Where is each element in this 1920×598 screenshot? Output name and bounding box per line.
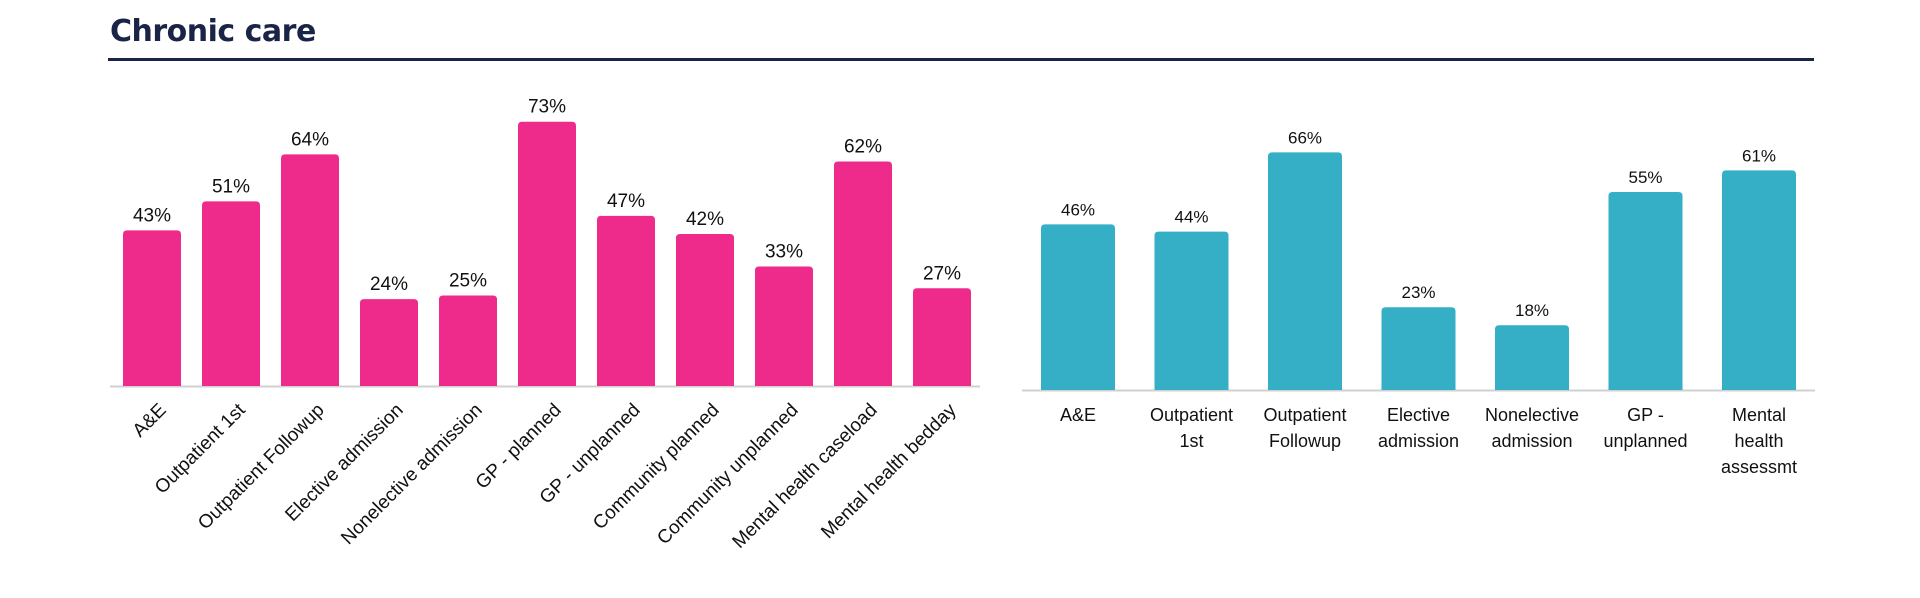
page-title: Chronic care <box>110 14 316 49</box>
left-data-label-elective-admission: 24% <box>370 274 408 295</box>
right-tick-label-outpatient-1st: Outpatient 1st <box>1150 405 1233 451</box>
right-data-label-elective-admission: 23% <box>1401 283 1435 302</box>
left-bar-mental-health-caseload <box>834 161 892 386</box>
left-bar-mental-health-bedday <box>913 288 971 386</box>
left-bar-nonelective-admission <box>439 295 497 386</box>
right-data-label-outpatient-1st: 44% <box>1174 208 1208 227</box>
left-bar-community-planned <box>676 233 734 386</box>
title-divider <box>108 58 1814 61</box>
left-bar-community-unplanned <box>755 266 813 386</box>
left-tick-label-community-unplanned: Community unplanned <box>653 400 802 549</box>
left-data-label-community-unplanned: 33% <box>765 242 803 263</box>
right-bar-aande <box>1041 224 1115 390</box>
chart-right: 46% A&E 44% Outpatient 1st 66% Outpatient Follo… <box>1022 128 1815 477</box>
left-bar-aande <box>123 230 181 386</box>
right-tick-label-mental-health-assessmt: Mental health assessmt <box>1721 405 1797 477</box>
right-tick-label-outpatient-followup: Outpatient Followup <box>1263 405 1346 451</box>
left-data-label-outpatient-1st: 51% <box>212 176 250 197</box>
right-bar-nonelective-admission <box>1495 325 1569 390</box>
right-data-label-nonelective-admission: 18% <box>1515 301 1549 320</box>
left-data-label-mental-health-bedday: 27% <box>923 263 961 284</box>
right-bar-outpatient-1st <box>1154 231 1229 390</box>
left-bar-gp-unplanned <box>597 215 655 386</box>
left-bar-elective-admission <box>360 299 418 386</box>
left-data-label-gp-planned: 73% <box>528 97 566 118</box>
left-tick-label-aande: A&E <box>129 400 171 442</box>
right-bar-elective-admission <box>1381 307 1456 390</box>
left-data-label-aande: 43% <box>133 205 171 226</box>
right-tick-label-nonelective-admission: Nonelective admission <box>1485 405 1579 451</box>
right-data-label-mental-health-assessmt: 61% <box>1742 146 1776 165</box>
right-tick-label-gp-unplanned: GP -unplanned <box>1603 405 1687 451</box>
left-data-label-outpatient-followup: 64% <box>291 129 329 150</box>
left-tick-label-mental-health-bedday: Mental health bedday <box>817 399 961 543</box>
left-tick-label-nonelective-admission: Nonelective admission <box>337 400 486 549</box>
right-data-label-gp-unplanned: 55% <box>1628 168 1662 187</box>
left-data-label-nonelective-admission: 25% <box>449 271 487 292</box>
left-data-label-mental-health-caseload: 62% <box>844 137 882 158</box>
right-bar-gp-unplanned <box>1608 192 1683 390</box>
right-bar-outpatient-followup <box>1268 152 1342 390</box>
left-bar-outpatient-followup <box>281 154 339 386</box>
right-tick-label-aande: A&E <box>1060 405 1096 425</box>
right-bar-mental-health-assessmt <box>1722 170 1796 390</box>
left-bar-gp-planned <box>518 121 576 387</box>
left-bar-outpatient-1st <box>202 201 260 386</box>
right-data-label-aande: 46% <box>1061 200 1095 219</box>
right-data-label-outpatient-followup: 66% <box>1288 128 1322 147</box>
left-data-label-community-planned: 42% <box>686 209 724 230</box>
left-tick-label-mental-health-caseload: Mental health caseload <box>729 400 882 553</box>
left-data-label-gp-unplanned: 47% <box>607 191 645 212</box>
right-tick-label-elective-admission: Elective admission <box>1378 405 1459 451</box>
